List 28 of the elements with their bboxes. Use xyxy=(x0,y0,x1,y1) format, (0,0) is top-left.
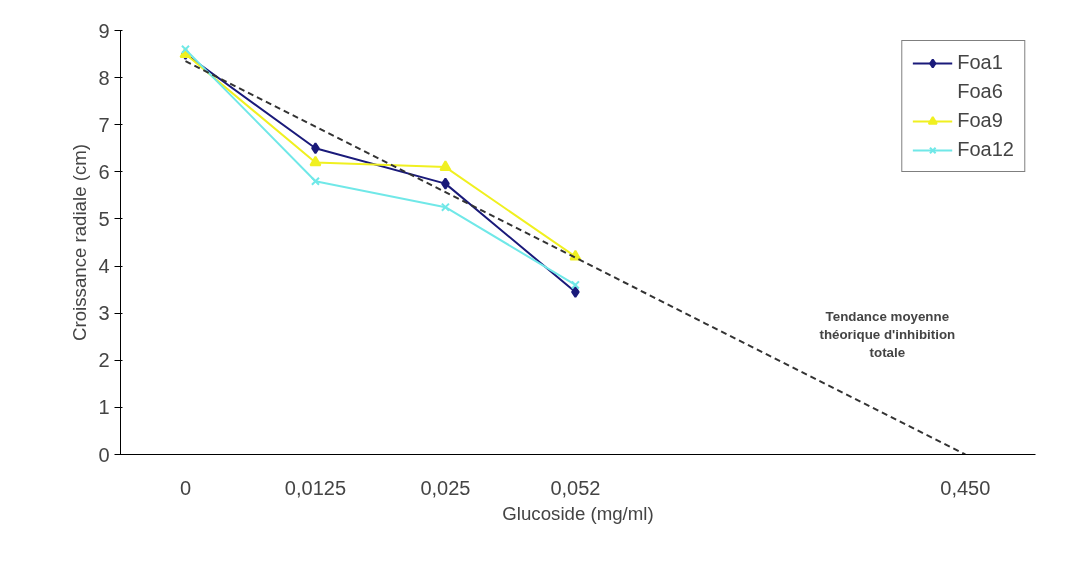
x-tick-label: 0,052 xyxy=(550,476,601,499)
point xyxy=(570,280,580,290)
y-tick-label: 4 xyxy=(98,255,110,278)
text: Foa6 xyxy=(957,80,1003,103)
x-tick-label: 0,0125 xyxy=(284,476,347,499)
y-tick-label: 5 xyxy=(98,207,110,230)
x-axis-title: Glucoside (mg/ml) xyxy=(502,502,654,524)
point xyxy=(439,160,452,172)
point xyxy=(310,176,320,186)
y-tick-label: 3 xyxy=(98,302,110,325)
y-axis-title: Croissance radiale (cm) xyxy=(69,144,91,341)
annotation: Tendance moyenne théorique d'inhibition totale xyxy=(819,309,956,361)
y-tick-label: 9 xyxy=(98,19,110,42)
x-tick-label: 0,025 xyxy=(420,476,471,499)
x-tick-label: 0,450 xyxy=(940,476,991,499)
y-tick-label: 6 xyxy=(98,160,110,183)
legend-label: Foa9 xyxy=(957,109,1003,132)
y-tick-label: 7 xyxy=(98,113,110,136)
point xyxy=(309,155,322,167)
x-tick-label: 0 xyxy=(179,476,192,499)
point xyxy=(440,202,450,212)
point xyxy=(180,44,191,54)
y-tick-label: 0 xyxy=(98,443,110,466)
y-tick-label: 1 xyxy=(98,396,110,419)
y-tick-label: 8 xyxy=(98,66,110,89)
legend-label: Foa1 xyxy=(957,51,1003,74)
legend-label: Foa12 xyxy=(957,138,1014,161)
y-tick-label: 2 xyxy=(98,349,110,372)
